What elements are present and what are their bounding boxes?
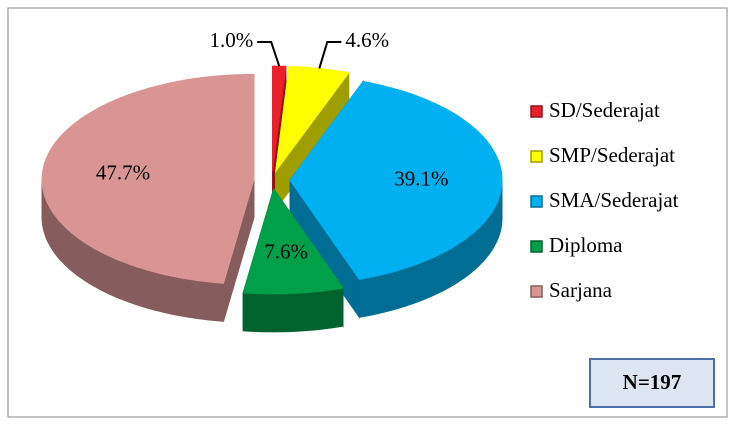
- legend-label: Sarjana: [549, 278, 613, 302]
- labels: 1.0% 4.6% 39.1% 7.6% 47.7%: [96, 28, 449, 264]
- slice: [41, 73, 255, 284]
- legend-marker: [530, 195, 543, 208]
- value-label: 1.0%: [209, 28, 253, 52]
- legend-label: SD/Sederajat: [549, 98, 660, 122]
- slice: [272, 65, 287, 172]
- slice-tops: [41, 65, 503, 295]
- slice: [289, 80, 503, 280]
- legend-marker: [530, 105, 543, 118]
- legend-marker: [530, 150, 543, 163]
- leader-line: [318, 41, 342, 69]
- annotation-box: [589, 358, 715, 408]
- legend-label: SMP/Sederajat: [549, 143, 675, 167]
- slice-edge: [242, 287, 344, 333]
- annotation: N=197: [623, 370, 682, 394]
- legend-label: SMA/Sederajat: [549, 188, 679, 212]
- legend-label: Diploma: [549, 233, 623, 257]
- leader-line: [257, 41, 281, 67]
- value-label: 47.7%: [96, 160, 150, 184]
- slice: [242, 187, 344, 295]
- value-label: 39.1%: [394, 167, 448, 191]
- legend-marker: [530, 285, 543, 298]
- value-label: 7.6%: [264, 239, 308, 263]
- legend: SD/Sederajat SMP/Sederajat SMA/Sederajat Di…: [530, 98, 679, 302]
- legend-marker: [530, 240, 543, 253]
- value-label: 4.6%: [345, 28, 389, 52]
